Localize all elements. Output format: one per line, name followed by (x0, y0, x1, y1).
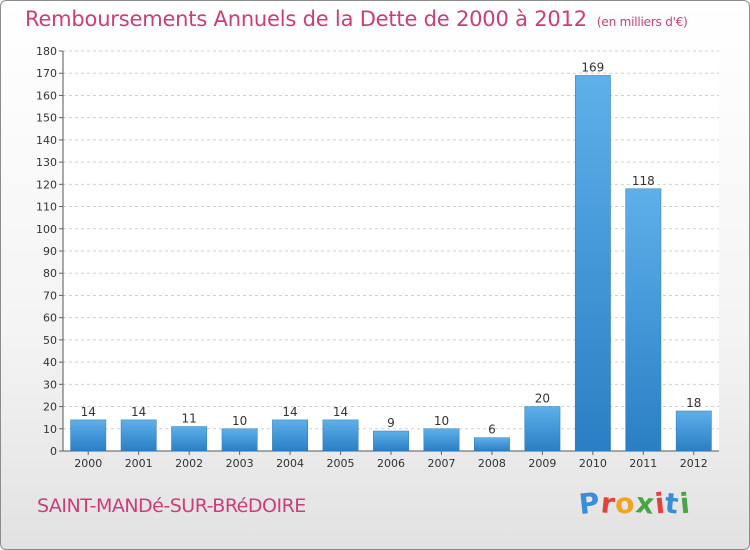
x-tick-label: 2002 (175, 457, 203, 470)
bar (272, 419, 308, 452)
y-tick-label: 130 (36, 156, 57, 169)
bar (675, 410, 712, 452)
y-tick-label: 0 (50, 445, 57, 458)
data-label: 9 (387, 416, 395, 430)
bar (70, 419, 107, 452)
x-tick-label: 2005 (327, 457, 355, 470)
y-tick-label: 180 (36, 45, 57, 58)
data-label: 118 (632, 174, 655, 188)
y-tick-label: 160 (36, 89, 57, 102)
bar (120, 419, 157, 452)
y-tick-label: 50 (43, 334, 57, 347)
chart-unit: (en milliers d'€) (596, 15, 688, 29)
data-label: 6 (488, 423, 496, 437)
bar (574, 75, 611, 452)
bar (625, 188, 662, 452)
y-tick-label: 60 (43, 312, 57, 325)
y-tick-label: 100 (36, 223, 57, 236)
y-tick-label: 80 (43, 267, 57, 280)
x-tick-label: 2009 (528, 457, 556, 470)
x-tick-label: 2001 (125, 457, 153, 470)
y-tick-label: 150 (36, 112, 57, 125)
bar (322, 419, 359, 452)
x-tick-label: 2010 (579, 457, 607, 470)
x-tick-label: 2004 (276, 457, 304, 470)
y-tick-label: 170 (36, 67, 57, 80)
bar (171, 426, 208, 452)
data-label: 18 (686, 396, 701, 410)
chart-title-text: Remboursements Annuels de la Dette de 20… (25, 7, 587, 31)
y-tick-label: 30 (43, 378, 57, 391)
y-tick-label: 40 (43, 356, 57, 369)
commune-name: SAINT-MANDé-SUR-BRéDOIRE (37, 495, 306, 517)
data-label: 10 (232, 414, 247, 428)
y-tick-label: 10 (43, 423, 57, 436)
y-tick-label: 70 (43, 289, 57, 302)
logo-letter: i (677, 486, 692, 521)
y-tick-label: 20 (43, 401, 57, 414)
bar (373, 430, 409, 452)
chart-title: Remboursements Annuels de la Dette de 20… (25, 7, 688, 31)
data-label: 11 (182, 412, 197, 426)
bar (221, 428, 258, 452)
data-label: 14 (333, 405, 348, 419)
x-tick-label: 2000 (74, 457, 102, 470)
data-label: 14 (131, 405, 146, 419)
data-label: 20 (535, 392, 550, 406)
x-tick-label: 2007 (427, 457, 455, 470)
x-tick-label: 2008 (478, 457, 506, 470)
data-label: 10 (434, 414, 449, 428)
y-tick-label: 120 (36, 178, 57, 191)
x-tick-label: 2011 (629, 457, 657, 470)
bar (524, 406, 561, 452)
y-tick-label: 140 (36, 134, 57, 147)
x-tick-label: 2003 (226, 457, 254, 470)
y-tick-label: 90 (43, 245, 57, 258)
logo-letter: P (577, 485, 603, 522)
x-tick-label: 2006 (377, 457, 405, 470)
x-tick-label: 2012 (680, 457, 708, 470)
data-label: 14 (81, 405, 96, 419)
y-tick-label: 110 (36, 201, 57, 214)
bar (423, 428, 460, 452)
bar (474, 437, 510, 452)
proxiti-logo: Proxiti (577, 485, 692, 522)
data-label: 14 (282, 405, 297, 419)
data-label: 169 (581, 60, 604, 74)
